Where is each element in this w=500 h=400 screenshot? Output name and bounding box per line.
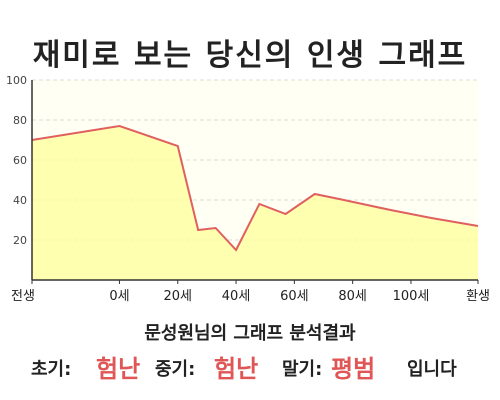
late-label: 말기: bbox=[282, 359, 323, 380]
series-line bbox=[31, 124, 479, 252]
chart-title: 재미로 보는 당신의 인생 그래프 bbox=[32, 38, 468, 73]
analysis-heading: 문성원님의 그래프 분석결과 bbox=[144, 323, 356, 344]
y-tick-label: 60 bbox=[13, 154, 27, 167]
early-value: 험난 bbox=[96, 355, 141, 383]
x-tick-label: 80세 bbox=[338, 289, 367, 304]
middle-label: 중기: bbox=[155, 359, 196, 380]
x-tick-label: 환생 bbox=[466, 289, 490, 304]
x-tick-label: 40세 bbox=[222, 289, 251, 304]
middle-value: 험난 bbox=[214, 355, 259, 383]
x-tick-label: 100세 bbox=[393, 289, 430, 304]
y-tick-label: 40 bbox=[13, 194, 27, 207]
data-area bbox=[31, 124, 479, 280]
x-tick-label: 60세 bbox=[280, 289, 309, 304]
x-tick-label: 0세 bbox=[109, 289, 129, 304]
x-axis-ticks: 전생 0세 20세 40세 60세 80세 100세 환생 bbox=[11, 280, 490, 304]
x-tick-label: 전생 bbox=[11, 289, 35, 304]
area-fill bbox=[32, 126, 478, 280]
result-suffix: 입니다 bbox=[407, 359, 457, 380]
analysis-result: 초기: 험난 중기: 험난 말기: 평범 입니다 bbox=[0, 346, 500, 383]
life-graph-chart: 20 40 60 80 100 전생 0세 20세 40세 60세 80세 100세 환생 bbox=[6, 74, 490, 304]
y-tick-label: 80 bbox=[13, 114, 27, 127]
early-label: 초기: bbox=[31, 359, 72, 380]
late-value: 평범 bbox=[331, 355, 376, 383]
y-tick-label: 100 bbox=[6, 74, 27, 87]
x-tick-label: 20세 bbox=[163, 289, 192, 304]
y-axis-ticks: 20 40 60 80 100 bbox=[6, 74, 27, 247]
axes bbox=[31, 80, 478, 281]
y-tick-label: 20 bbox=[13, 234, 27, 247]
